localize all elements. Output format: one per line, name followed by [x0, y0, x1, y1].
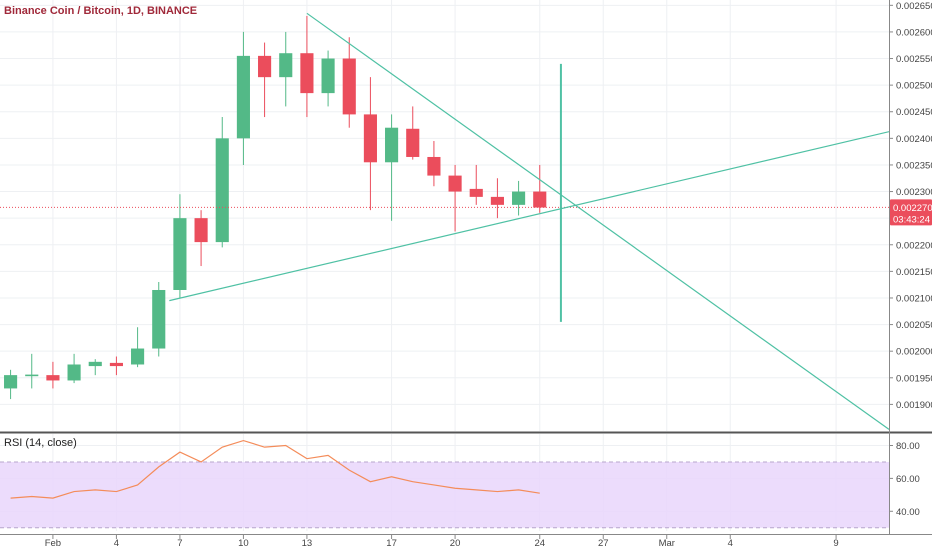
candle-body-down: [448, 175, 462, 192]
candle-body-up: [4, 375, 18, 389]
chart-grid: [0, 0, 889, 531]
last-price-tag: [890, 199, 932, 226]
time-tick-label: Feb: [45, 538, 61, 549]
rsi-tick-label: 60.00: [896, 474, 920, 485]
candle-body-down: [109, 362, 123, 367]
time-tick-label: Mar: [659, 538, 675, 549]
last-price-label: 0.0022703: [893, 203, 932, 214]
candle-body-up: [236, 55, 250, 139]
time-tick-label: 4: [728, 538, 733, 549]
drawings-layer: [0, 12, 889, 430]
candle-body-down: [258, 55, 272, 78]
candles-layer: [4, 15, 547, 400]
candle-body-down: [300, 53, 314, 94]
candle-body-up: [173, 218, 187, 290]
candle-body-up: [25, 374, 39, 377]
candle-body-up: [385, 127, 399, 163]
price-tick-label: 0.0024000: [896, 134, 932, 145]
time-tick-label: 9: [833, 538, 838, 549]
candle-body-down: [194, 218, 208, 243]
time-tick-label: 27: [598, 538, 609, 549]
price-tick-label: 0.0021500: [896, 267, 932, 278]
price-tick-label: 0.0024500: [896, 107, 932, 118]
chart-title: Binance Coin / Bitcoin, 1D, BINANCE: [4, 5, 197, 17]
time-tick-label: 4: [114, 538, 119, 549]
price-tick-label: 0.0023500: [896, 160, 932, 171]
candle-body-up: [131, 348, 145, 365]
bar-countdown-label: 03:43:24: [893, 214, 930, 225]
candle-body-down: [363, 114, 377, 163]
price-tick-label: 0.0025000: [896, 81, 932, 92]
rsi-pane: [0, 439, 889, 529]
candle-body-down: [533, 191, 547, 208]
price-tick-label: 0.0019000: [896, 400, 932, 411]
candle-body-down: [46, 375, 60, 381]
price-tick-label: 0.0020500: [896, 320, 932, 331]
price-tick-label: 0.0025500: [896, 54, 932, 65]
candle-body-up: [152, 289, 166, 349]
rsi-band: [0, 461, 889, 528]
candle-body-down: [406, 128, 420, 157]
price-tick-label: 0.0020000: [896, 347, 932, 358]
candle-body-down: [469, 188, 483, 197]
rsi-label: RSI (14, close): [4, 437, 77, 449]
candle-body-up: [279, 53, 293, 78]
time-tick-label: 7: [177, 538, 182, 549]
time-tick-label: 24: [534, 538, 545, 549]
time-tick-label: 20: [450, 538, 461, 549]
price-tick-label: 0.0019500: [896, 373, 932, 384]
price-tick-label: 0.0022000: [896, 240, 932, 251]
trendline: [306, 12, 889, 430]
price-tick-label: 0.0026000: [896, 27, 932, 38]
rsi-line: [10, 439, 540, 499]
candle-body-down: [490, 196, 504, 205]
rsi-tick-label: 40.00: [896, 507, 920, 518]
rsi-tick-label: 80.00: [896, 441, 920, 452]
candle-body-up: [321, 58, 335, 94]
candle-body-up: [88, 361, 102, 367]
candle-body-up: [67, 364, 81, 381]
price-tick-label: 0.0026500: [896, 1, 932, 12]
price-tick-label: 0.0021000: [896, 293, 932, 304]
time-tick-label: 10: [238, 538, 249, 549]
candle-body-down: [342, 58, 356, 115]
candle-body-up: [215, 138, 229, 243]
time-tick-label: 17: [386, 538, 397, 549]
price-tick-label: 0.0023000: [896, 187, 932, 198]
time-tick-label: 13: [302, 538, 313, 549]
candle-body-up: [512, 191, 526, 205]
trendline: [169, 131, 889, 302]
candle-body-down: [427, 156, 441, 176]
